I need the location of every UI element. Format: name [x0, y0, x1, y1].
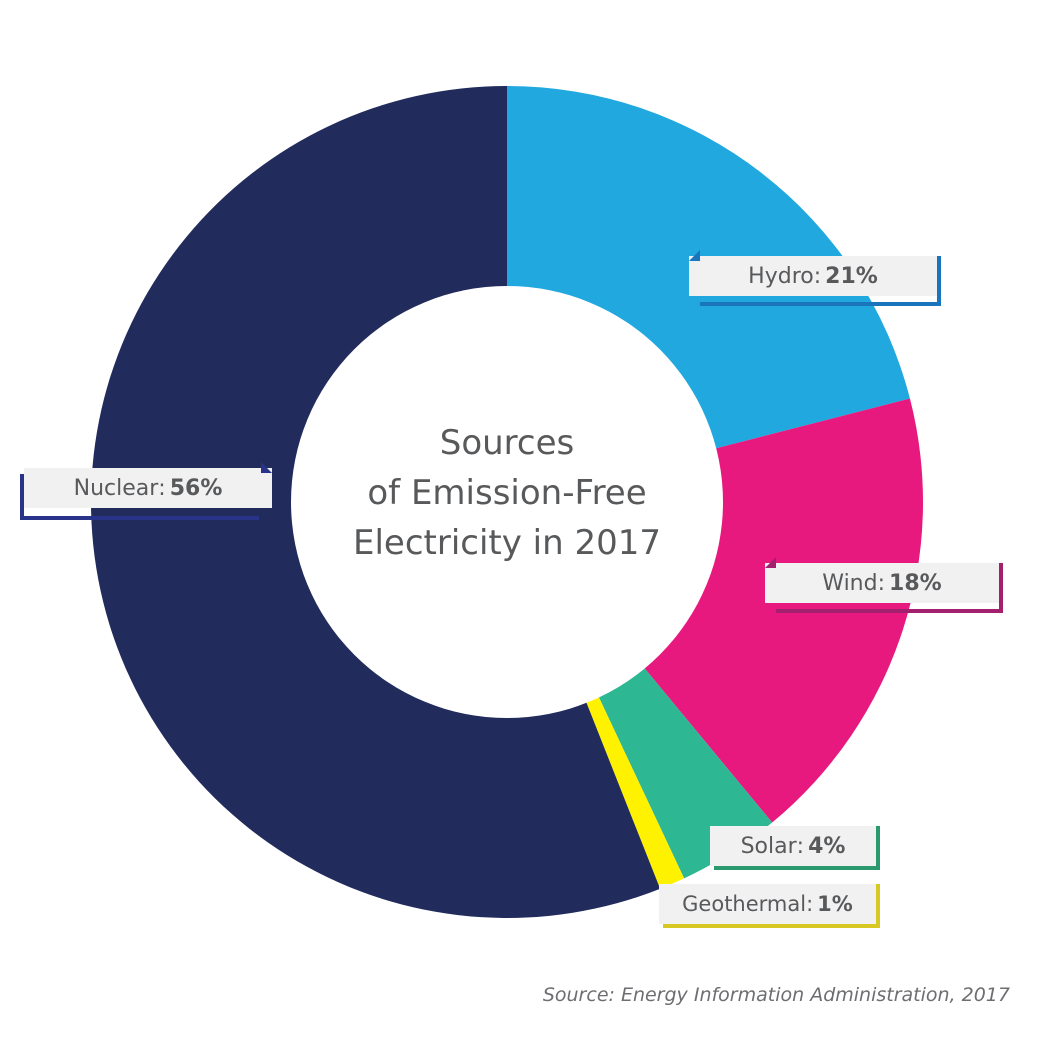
- label-hydro-accent: [700, 302, 941, 306]
- label-wind-box: Wind: 18%: [765, 563, 999, 603]
- label-nuclear-accent: [20, 516, 259, 520]
- label-geothermal-accent: [663, 924, 880, 928]
- label-wind-accent-side: [999, 563, 1003, 613]
- label-solar-accent: [714, 866, 880, 870]
- label-wind-accent: [776, 609, 1003, 613]
- label-nuclear-name: Nuclear: [73, 475, 159, 501]
- label-geothermal-name: Geothermal: [682, 892, 807, 916]
- label-solar-accent-side: [876, 826, 880, 870]
- label-hydro-box: Hydro: 21%: [689, 256, 937, 296]
- label-hydro-value: 21%: [825, 263, 878, 289]
- label-wind-name: Wind: [822, 570, 878, 596]
- label-hydro-name: Hydro: [748, 263, 814, 289]
- label-geothermal-accent-side: [876, 884, 880, 928]
- label-wind-value: 18%: [889, 570, 942, 596]
- label-solar-value: 4%: [808, 833, 846, 859]
- label-hydro-corner: [689, 250, 700, 261]
- label-nuclear-box: Nuclear: 56%: [24, 468, 272, 508]
- donut-hole: [291, 286, 723, 718]
- label-geothermal-value: 1%: [817, 892, 853, 916]
- chart-title: Sources of Emission-Free Electricity in …: [300, 418, 714, 568]
- label-nuclear-value: 56%: [169, 475, 223, 501]
- label-solar-box: Solar: 4%: [710, 826, 876, 866]
- chart-title-line-1: Sources: [439, 423, 575, 463]
- label-hydro-accent-side: [937, 256, 941, 306]
- chart-title-line-2: of Emission-Free: [367, 473, 647, 513]
- label-wind-corner: [765, 557, 776, 568]
- source-note: Source: Energy Information Administratio…: [542, 984, 1010, 1006]
- label-nuclear-corner: [261, 462, 272, 473]
- chart-title-line-3: Electricity in 2017: [352, 523, 662, 563]
- label-solar-name: Solar: [740, 833, 797, 859]
- label-nuclear-accent-side: [20, 474, 24, 520]
- label-geothermal-box: Geothermal: 1%: [659, 884, 876, 924]
